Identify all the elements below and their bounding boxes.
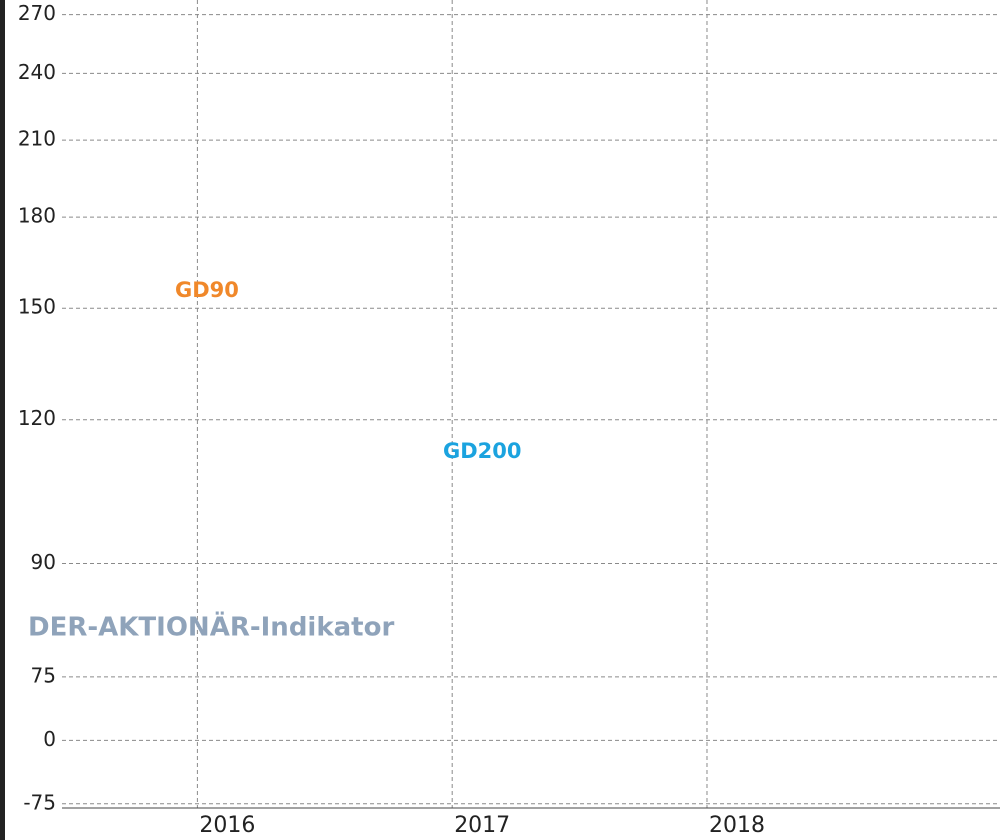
y-tick-label: 150 <box>18 295 56 319</box>
y-tick-label: 270 <box>18 1 56 25</box>
y-tick-label: 210 <box>18 127 56 151</box>
x-tick-label: 2017 <box>454 813 510 838</box>
x-tick-label: 2016 <box>199 813 255 838</box>
y-tick-label: 120 <box>18 406 56 430</box>
x-tick-label: 2018 <box>709 813 765 838</box>
y-tick-label: -75 <box>23 790 56 814</box>
y-tick-label: 0 <box>43 727 56 751</box>
indicator-title: DER-AKTIONÄR-Indikator <box>28 611 394 643</box>
window-edge <box>0 0 5 840</box>
y-tick-label: 240 <box>18 60 56 84</box>
gd200-label: GD200 <box>443 439 522 463</box>
grid-layer <box>62 0 1000 809</box>
y-tick-label: 75 <box>31 663 56 687</box>
y-tick-label: 90 <box>31 550 56 574</box>
gd90-label: GD90 <box>175 278 239 302</box>
y-tick-label: 180 <box>18 204 56 228</box>
text-layer: GD90 GD200 DER-AKTIONÄR-Indikator 90 120 1… <box>18 1 765 838</box>
